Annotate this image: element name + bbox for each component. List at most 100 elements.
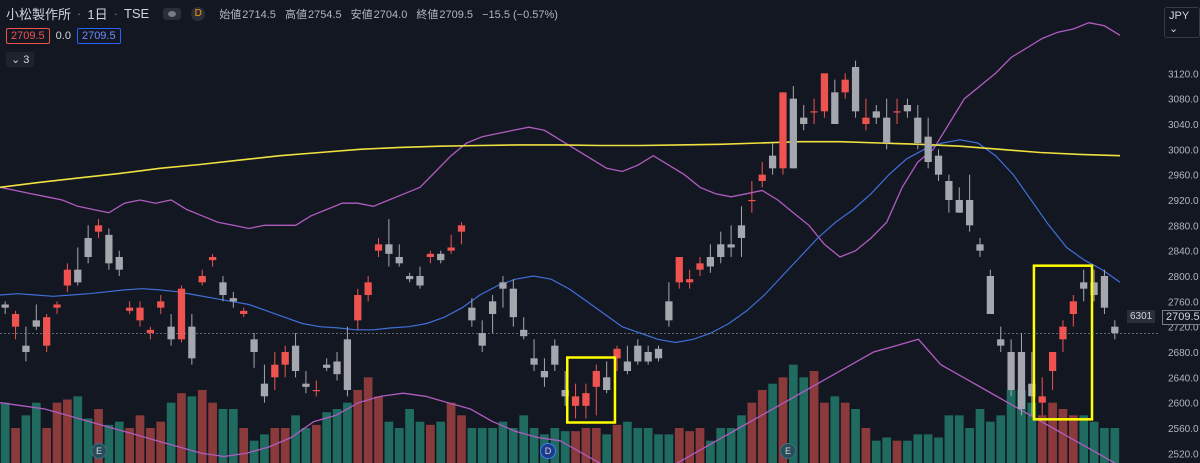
volume-bar: [975, 409, 985, 463]
volume-bar: [685, 431, 694, 463]
candle-body: [354, 295, 362, 321]
candle-body: [208, 257, 217, 261]
candle-body: [499, 282, 507, 289]
volume-bar: [820, 402, 829, 463]
volume-bar: [778, 377, 788, 463]
volume-bar: [311, 424, 321, 463]
candle-body: [468, 307, 476, 321]
currency-selector[interactable]: JPY ⌄: [1164, 7, 1200, 38]
chevron-down-icon: ⌄: [11, 54, 21, 66]
volume-bar: [0, 402, 10, 463]
highlight-box: [1032, 264, 1094, 421]
volume-bar: [488, 428, 497, 463]
volume-bar: [1037, 415, 1047, 463]
candle-body: [1007, 352, 1015, 390]
candle-body: [540, 371, 549, 378]
candle-body: [748, 200, 756, 202]
candle-body: [665, 301, 673, 321]
volume-bar: [1110, 428, 1120, 463]
y-tick-label: 2560.0: [1168, 424, 1199, 435]
volume-bar: [633, 428, 643, 463]
candle-body: [94, 225, 103, 232]
indicator-count: 3: [23, 54, 30, 66]
candle-body: [686, 279, 694, 283]
candle-body: [312, 390, 320, 392]
volume-bar: [280, 428, 290, 463]
candle-body: [63, 269, 72, 286]
indicators-toggle[interactable]: ⌄ 3: [6, 52, 35, 67]
symbol-title[interactable]: 小松製作所: [6, 7, 72, 22]
candle-body: [157, 301, 165, 308]
volume-bar: [94, 409, 103, 463]
volume-bar: [602, 434, 612, 463]
volume-bar: [965, 428, 974, 463]
volume-bar: [249, 440, 259, 463]
volume-bar: [892, 440, 902, 463]
volume-bar: [166, 402, 176, 463]
candle-body: [1038, 396, 1046, 403]
candle-body: [654, 348, 663, 359]
sell-button[interactable]: 2709.5: [6, 28, 50, 44]
low-label: 安値: [350, 8, 373, 21]
candle-body: [364, 282, 372, 295]
candle-body: [1069, 301, 1077, 314]
volume-bar: [529, 428, 539, 463]
buy-button[interactable]: 2709.5: [76, 28, 121, 44]
interval-label[interactable]: 1日: [87, 7, 108, 22]
volume-bar: [363, 377, 373, 463]
volume-bar: [83, 418, 93, 463]
candle-body: [302, 383, 310, 387]
candle-body: [11, 314, 20, 327]
earnings-event-marker[interactable]: E: [780, 443, 796, 459]
candle-body: [934, 155, 943, 175]
candle-body: [437, 253, 445, 261]
y-tick-label: 2760.0: [1168, 297, 1199, 308]
candle-body: [136, 307, 144, 321]
candle-body: [872, 111, 880, 118]
candle-body: [520, 329, 528, 337]
volume-bar: [623, 421, 632, 463]
volume-bar: [73, 396, 83, 463]
candle-body: [323, 364, 331, 368]
eye-icon[interactable]: [163, 7, 182, 20]
y-tick-label: 2960.0: [1168, 171, 1199, 182]
volume-bar: [11, 428, 20, 463]
candle-body: [551, 345, 559, 365]
volume-bar: [21, 415, 31, 463]
candle-body: [84, 238, 92, 257]
volume-bar: [42, 428, 52, 463]
volume-bar: [954, 415, 964, 463]
y-tick-label: 3040.0: [1168, 120, 1199, 131]
change-value: −15.5 (−0.57%): [482, 8, 558, 21]
candle-body: [105, 234, 113, 264]
candle-body: [115, 257, 123, 270]
close-value: 2709.5: [439, 8, 474, 21]
volume-bar: [706, 440, 715, 463]
y-tick-label: 2680.0: [1168, 348, 1199, 359]
high-label: 高値: [284, 8, 307, 21]
bollinger-upper-line: [0, 22, 1121, 258]
volume-bar: [508, 428, 518, 463]
y-tick-label: 2520.0: [1168, 449, 1199, 460]
volume-bar: [374, 396, 383, 463]
volume-bar: [228, 409, 238, 463]
candle-body: [478, 333, 486, 346]
candle-body: [800, 117, 808, 124]
last-volume-label: 6301: [1127, 310, 1156, 323]
candle-body: [706, 257, 714, 267]
candle-body: [177, 288, 186, 340]
dividend-event-marker[interactable]: D: [540, 443, 556, 459]
candle-body: [426, 253, 434, 257]
earnings-event-marker[interactable]: E: [91, 443, 107, 459]
open-label: 始値: [219, 8, 242, 21]
volume-bar: [291, 415, 300, 463]
volume-bar: [809, 371, 819, 463]
y-tick-label: 2880.0: [1168, 221, 1199, 232]
volume-bar: [882, 437, 892, 463]
volume-bar: [560, 431, 570, 463]
candle-body: [385, 244, 393, 254]
candle-body: [53, 304, 61, 308]
candle-body: [945, 181, 953, 200]
volume-bar: [415, 421, 425, 463]
